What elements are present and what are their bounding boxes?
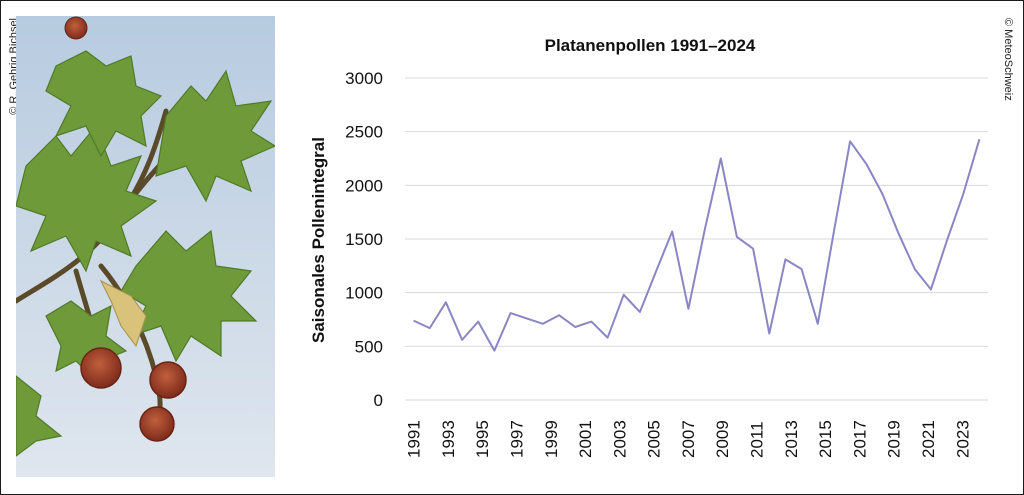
- x-tick-label: 1993: [439, 420, 458, 458]
- y-tick-label: 500: [355, 337, 383, 356]
- y-tick-label: 2000: [345, 176, 383, 195]
- x-tick-label: 2023: [953, 420, 972, 458]
- y-tick-label: 2500: [345, 123, 383, 142]
- x-tick-label: 2007: [679, 420, 698, 458]
- y-tick-label: 1500: [345, 230, 383, 249]
- series-line-0: [413, 138, 981, 352]
- x-axis-ticks: 1991 1993 1995 1997 1999 2001 2003 2005 2007 2009…: [405, 420, 973, 458]
- x-tick-label: 2001: [576, 420, 595, 458]
- x-tick-label: 2003: [610, 420, 629, 458]
- y-tick-label: 0: [374, 391, 383, 410]
- y-tick-label: 3000: [345, 69, 383, 88]
- x-tick-label: 1997: [507, 420, 526, 458]
- y-axis-label: Saisonales Pollenintegral: [309, 137, 328, 343]
- x-tick-label: 2005: [645, 420, 664, 458]
- x-tick-label: 2009: [713, 420, 732, 458]
- x-tick-label: 1999: [542, 420, 561, 458]
- x-tick-label: 2017: [850, 420, 869, 458]
- x-tick-label: 1991: [405, 420, 424, 458]
- x-tick-label: 1995: [473, 420, 492, 458]
- x-tick-label: 2015: [816, 420, 835, 458]
- x-tick-label: 2011: [748, 421, 767, 458]
- plane-tree-photo: [16, 16, 275, 477]
- x-tick-label: 2013: [782, 420, 801, 458]
- x-tick-label: 2019: [885, 420, 904, 458]
- x-tick-label: 2021: [919, 420, 938, 458]
- series-lines: [413, 138, 981, 352]
- y-axis-ticks: 0 500 1000 1500 2000 2500 3000: [345, 69, 383, 410]
- chart-title: Platanenpollen 1991–2024: [544, 36, 756, 55]
- chart-grid: [405, 77, 988, 401]
- y-tick-label: 1000: [345, 284, 383, 303]
